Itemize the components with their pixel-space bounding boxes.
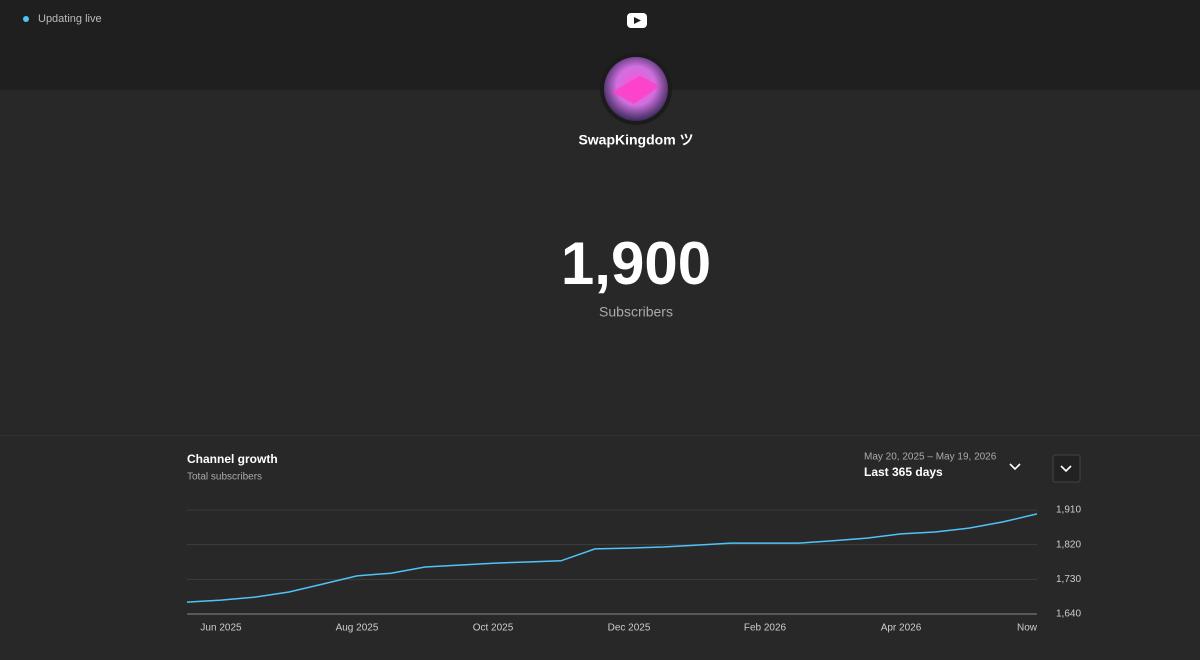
menu-chevron xyxy=(1060,465,1072,473)
range-label[interactable]: Last 365 days xyxy=(864,465,943,479)
x-tick-label: Aug 2025 xyxy=(336,623,379,634)
x-tick-label: Now xyxy=(1017,623,1038,634)
range-chevron[interactable] xyxy=(1009,463,1021,471)
x-tick-label: Feb 2026 xyxy=(744,623,787,634)
y-tick-label: 1,910 xyxy=(1056,505,1081,516)
x-tick-label: Jun 2025 xyxy=(200,623,242,634)
header-band xyxy=(0,0,1200,90)
live-dot xyxy=(23,16,29,22)
chart-title: Channel growth xyxy=(187,452,278,466)
logo-play xyxy=(634,17,641,24)
y-tick-label: 1,730 xyxy=(1056,574,1081,585)
chart: 1,640 1,730 1,820 1,910 Jun 2025 Aug 2025 Oct … xyxy=(186,505,1081,634)
youtube-logo[interactable] xyxy=(627,13,647,28)
x-tick-label: Apr 2026 xyxy=(881,623,922,634)
x-tick-label: Oct 2025 xyxy=(473,623,514,634)
subscriber-label: Subscribers xyxy=(599,304,673,320)
x-tick-label: Dec 2025 xyxy=(608,623,651,634)
menu-button[interactable] xyxy=(1052,454,1081,483)
y-tick-label: 1,640 xyxy=(1056,609,1081,620)
channel-name: SwapKingdom ツ xyxy=(578,132,693,148)
subscriber-count: 1,900 xyxy=(561,230,711,297)
status-text: Updating live xyxy=(38,13,102,25)
date-range: May 20, 2025 – May 19, 2026 xyxy=(864,452,997,463)
data-line xyxy=(186,513,1038,603)
y-tick-label: 1,820 xyxy=(1056,539,1081,550)
divider xyxy=(0,435,1200,436)
chart-subtitle: Total subscribers xyxy=(187,472,262,483)
avatar-art xyxy=(612,76,660,104)
